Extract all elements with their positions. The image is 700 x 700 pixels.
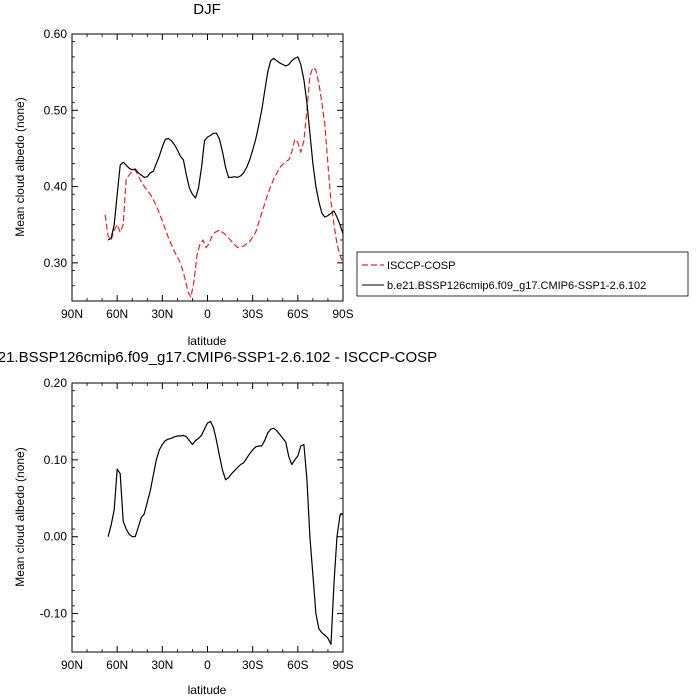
legend-box xyxy=(356,251,689,297)
top-y-tick-label: 0.50 xyxy=(44,103,68,117)
top-x-tick-label: 60N xyxy=(106,307,128,321)
top-x-tick-label: 90S xyxy=(332,307,353,321)
top-y-axis-label: Mean cloud albedo (none) xyxy=(13,97,27,236)
bottom-x-tick-label: 90N xyxy=(61,658,83,672)
bottom-x-tick-label: 0 xyxy=(204,658,211,672)
top-x-tick-label: 90N xyxy=(61,307,83,321)
bottom-y-tick-label: 0.20 xyxy=(44,376,68,390)
top-x-tick-label: 30N xyxy=(151,307,173,321)
bottom-x-tick-label: 30S xyxy=(242,658,263,672)
top-y-tick-label: 0.40 xyxy=(44,180,68,194)
bottom-y-tick-label: 0.00 xyxy=(44,530,68,544)
top-x-tick-label: 60S xyxy=(287,307,308,321)
bottom-chart-panel: b.e21.BSSP126cmip6.f09_g17.CMIP6-SSP1-2.… xyxy=(0,349,437,697)
bottom-plot-lines xyxy=(107,420,344,645)
top-chart-panel: DJF 90N 60N 30N 0 30S 60S 90S 0.30 0.40 0.50 0.60… xyxy=(13,1,689,348)
bottom-y-tick-label: -0.10 xyxy=(40,607,68,621)
top-y-tick-label: 0.30 xyxy=(44,256,68,270)
bottom-x-axis-label: latitude xyxy=(188,683,227,697)
bottom-x-tick-label: 30N xyxy=(151,658,173,672)
bottom-x-tick-label: 90S xyxy=(332,658,353,672)
bottom-chart-title: b.e21.BSSP126cmip6.f09_g17.CMIP6-SSP1-2.… xyxy=(0,349,437,366)
bottom-y-axis-label: Mean cloud albedo (none) xyxy=(13,447,27,586)
top-plot-lines xyxy=(104,56,344,298)
top-x-axis-label: latitude xyxy=(188,334,227,348)
top-x-tick-label: 30S xyxy=(242,307,263,321)
bottom-x-tick-label: 60N xyxy=(106,658,128,672)
top-y-axis: 0.30 0.40 0.50 0.60 xyxy=(44,27,343,302)
legend-label-isccp: ISCCP-COSP xyxy=(387,260,455,272)
bottom-y-tick-label: 0.10 xyxy=(44,453,68,467)
bottom-x-tick-label: 60S xyxy=(287,658,308,672)
bottom-series-line-0 xyxy=(107,420,344,645)
legend: ISCCP-COSP b.e21.BSSP126cmip6.f09_g17.CM… xyxy=(356,251,689,297)
top-series-line-1 xyxy=(107,56,344,241)
top-x-axis: 90N 60N 30N 0 30S 60S 90S xyxy=(61,34,354,321)
legend-label-model: b.e21.BSSP126cmip6.f09_g17.CMIP6-SSP1-2.… xyxy=(387,280,646,292)
top-x-tick-label: 0 xyxy=(204,307,211,321)
bottom-y-axis: -0.10 0.00 0.10 0.20 xyxy=(40,376,343,653)
top-y-tick-label: 0.60 xyxy=(44,27,68,41)
bottom-x-axis: 90N 60N 30N 0 30S 60S 90S xyxy=(61,383,354,672)
top-chart-title: DJF xyxy=(193,1,221,18)
